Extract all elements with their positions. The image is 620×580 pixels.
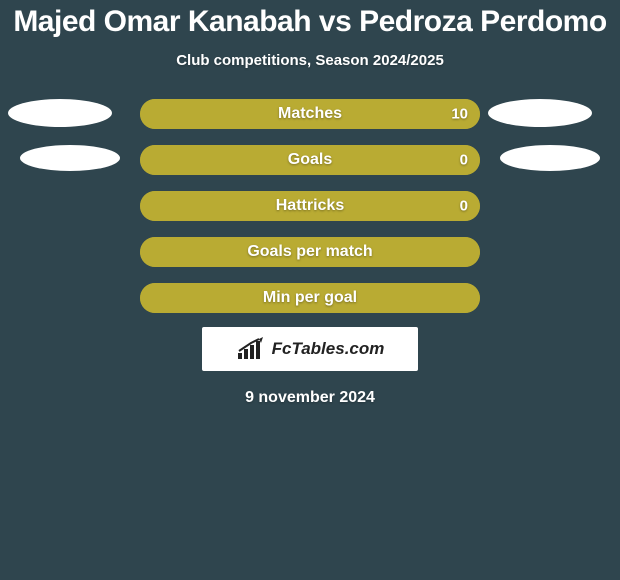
stat-bar-value: 0 (460, 197, 468, 214)
stat-bar-label: Hattricks (276, 197, 344, 215)
stat-bar: Min per goal (140, 283, 480, 313)
stat-bar: Matches 10 (140, 99, 480, 129)
subtitle: Club competitions, Season 2024/2025 (0, 52, 620, 69)
decorative-ellipse (500, 145, 600, 171)
watermark: FcTables.com (202, 327, 418, 371)
stat-bar: Hattricks 0 (140, 191, 480, 221)
stat-bar-value: 0 (460, 151, 468, 168)
stat-bar-value: 10 (451, 105, 468, 122)
page-title: Majed Omar Kanabah vs Pedroza Perdomo (0, 0, 620, 38)
stat-bar-label: Goals (288, 151, 332, 169)
decorative-ellipse (488, 99, 592, 127)
bars-container: Matches 10 Goals 0 Hattricks 0 Goals per match… (0, 99, 620, 313)
stat-bar: Goals 0 (140, 145, 480, 175)
watermark-text: FcTables.com (272, 339, 385, 359)
stats-comparison-card: Majed Omar Kanabah vs Pedroza Perdomo Cl… (0, 0, 620, 580)
stat-bar-label: Min per goal (263, 289, 357, 307)
stat-bar-label: Matches (278, 105, 342, 123)
chart-icon (236, 337, 266, 361)
date-label: 9 november 2024 (0, 389, 620, 407)
stat-bar-label: Goals per match (247, 243, 372, 261)
stat-bar: Goals per match (140, 237, 480, 267)
decorative-ellipse (8, 99, 112, 127)
decorative-ellipse (20, 145, 120, 171)
